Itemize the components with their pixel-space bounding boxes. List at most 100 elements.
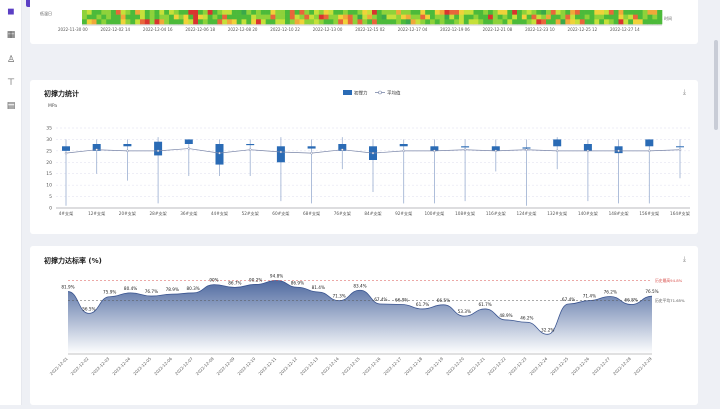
box-body [276, 146, 285, 163]
x-tick-label: 164#支架 [670, 210, 690, 217]
heatmap-cell [106, 19, 112, 25]
heatmap-cell [488, 19, 494, 25]
heatmap-cell [115, 14, 121, 20]
heatmap-cell [275, 10, 281, 15]
heatmap-cell [217, 14, 223, 20]
heatmap-cell [623, 19, 629, 25]
heatmap-cell [468, 19, 474, 25]
heatmap-cell [618, 14, 624, 20]
heatmap-cell [502, 10, 508, 15]
heatmap-cell [512, 19, 518, 25]
heatmap-cell [425, 10, 431, 15]
heatmap-cell [459, 19, 465, 25]
dashboard-icon[interactable]: ◼ [7, 7, 15, 17]
heatmap-cell [536, 19, 542, 25]
heatmap-cell [507, 19, 513, 25]
data-label: 90.2% [249, 277, 262, 282]
heatmap-cell [415, 19, 421, 25]
scrollbar[interactable] [714, 40, 718, 130]
heatmap-cell [154, 19, 160, 25]
heatmap-cell [193, 19, 199, 25]
heatmap-cell [256, 10, 262, 15]
heatmap-cell [82, 19, 88, 25]
document-icon[interactable]: ▤ [6, 101, 16, 111]
heatmap-cell [517, 19, 523, 25]
heatmap-cell [299, 19, 305, 25]
box-body [246, 144, 255, 146]
y-tick-label: 30 [46, 137, 52, 143]
heatmap-cell [555, 10, 561, 15]
x-tick-label: 84#支架 [364, 210, 381, 217]
heatmap-cell [652, 10, 658, 15]
heatmap-cell [420, 14, 426, 20]
heatmap-tick-label: 2022-12-04 16 [143, 27, 173, 32]
heatmap-tick-label: 2022-12-13 00 [313, 27, 343, 32]
download-icon[interactable]: ⤓ [682, 88, 686, 96]
mean-point [371, 151, 375, 155]
heatmap-cell [550, 10, 556, 15]
heatmap-cell [526, 10, 532, 15]
heatmap-cell [575, 10, 581, 15]
heatmap-cell [362, 19, 368, 25]
box-chart: MPa 0 5 10 15 20 25 30 35 初撑力 平均值 4#支架 12#支架 20#支架 28#… [46, 90, 690, 217]
download-icon[interactable]: ⤓ [682, 255, 686, 263]
heatmap-cell [575, 19, 581, 25]
heatmap-cell [434, 14, 440, 20]
heatmap-tick-label: 2022-12-25 12 [568, 27, 598, 32]
x-tick-label: 52#支架 [242, 210, 259, 217]
heatmap-cell [198, 14, 204, 20]
heatmap-cell [536, 10, 542, 15]
heatmap-cell [507, 10, 513, 15]
filter-icon[interactable]: ⊤ [7, 78, 15, 88]
heatmap-cell [101, 14, 107, 20]
heatmap-cell [111, 10, 117, 15]
heatmap-cell [604, 10, 610, 15]
heatmap-cell [236, 10, 242, 15]
heatmap-cell [120, 14, 126, 20]
heatmap-cell [299, 14, 305, 20]
heatmap-cell [188, 14, 194, 20]
heatmap-cell [391, 14, 397, 20]
heatmap-cell [289, 14, 295, 20]
mean-point [463, 148, 467, 151]
heatmap-cell [473, 14, 479, 20]
data-label: 46.2% [520, 315, 533, 320]
box-body [307, 146, 316, 149]
heatmap-cell [280, 14, 286, 20]
heatmap-cell [434, 19, 440, 25]
x-tick-label: 2022-12-28 [612, 356, 632, 376]
heatmap-cell [304, 19, 310, 25]
heatmap-cell [391, 19, 397, 25]
x-tick-label: 140#支架 [578, 210, 598, 217]
x-tick-label: 2022-12-11 [257, 356, 277, 376]
heatmap-cell [449, 10, 455, 15]
grid-icon[interactable]: ▦ [6, 30, 16, 40]
heatmap-cell [333, 10, 339, 15]
heatmap-cell [260, 19, 266, 25]
heatmap-cell [265, 10, 271, 15]
heatmap-cell [497, 14, 503, 20]
mean-point [279, 150, 283, 154]
max-markline-label: 历史最高94.8% [655, 278, 683, 283]
heatmap-cell [550, 14, 556, 20]
x-tick-label: 2022-12-24 [528, 356, 548, 376]
heatmap-cell [415, 10, 421, 15]
person-icon[interactable]: ♙ [6, 55, 16, 65]
heatmap-cell [410, 14, 416, 20]
heatmap-cell [492, 19, 498, 25]
mean-point [648, 149, 651, 153]
heatmap-cell [483, 10, 489, 15]
heatmap-cell [468, 14, 474, 20]
heatmap-cell [425, 19, 431, 25]
heatmap-cell [478, 14, 484, 20]
heatmap-cell [318, 14, 324, 20]
heatmap-cell [173, 19, 179, 25]
heatmap-cell [231, 10, 237, 15]
heatmap-cell [541, 19, 547, 25]
heatmap-cell [633, 10, 639, 15]
heatmap-cell [613, 14, 619, 20]
heatmap-cell [217, 19, 223, 25]
heatmap-cell [444, 14, 450, 20]
heatmap-cell [623, 10, 629, 15]
heatmap-cell [517, 10, 523, 15]
